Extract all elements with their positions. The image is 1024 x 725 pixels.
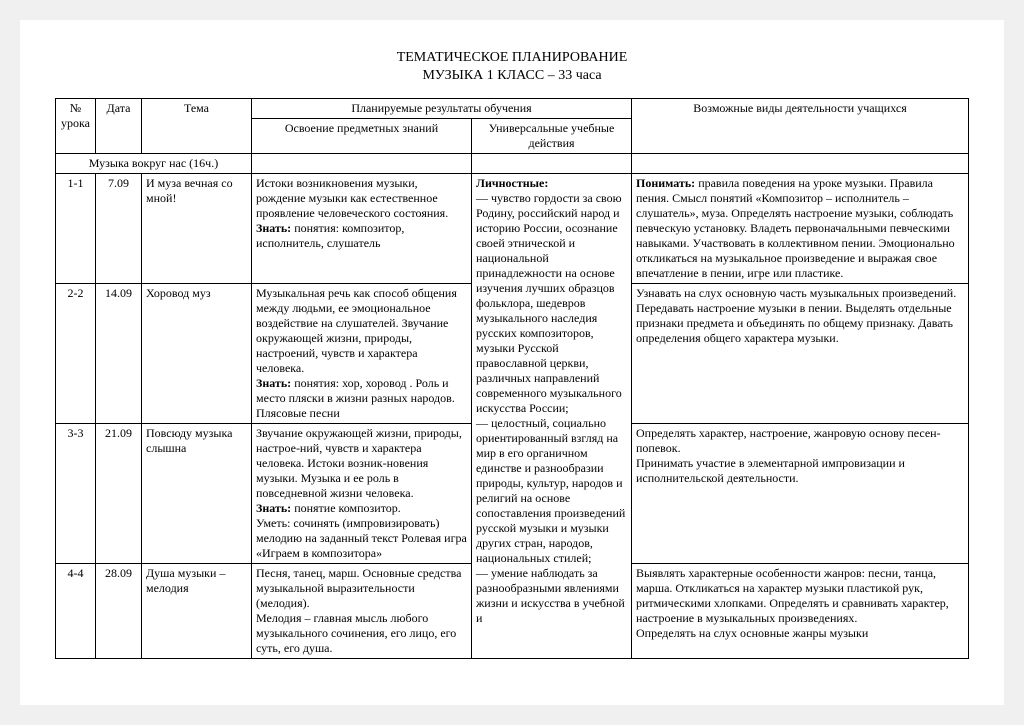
header-activities: Возможные виды деятельности учащихся xyxy=(632,99,969,154)
cell-subject: Истоки возникновения музыки, рождение му… xyxy=(252,174,472,284)
cell-activities: Определять характер, настроение, жанрову… xyxy=(632,424,969,564)
section-row: Музыка вокруг нас (16ч.) xyxy=(56,154,969,174)
cell-subject: Песня, танец, марш. Основные средства му… xyxy=(252,564,472,659)
subject-plain: Музыкальная речь как способ общения межд… xyxy=(256,286,457,375)
cell-theme: Душа музыки – мелодия xyxy=(142,564,252,659)
header-date: Дата xyxy=(96,99,142,154)
cell-date: 28.09 xyxy=(96,564,142,659)
uud-personal-label: Личностные: xyxy=(476,176,548,190)
activities-text: Определять характер, настроение, жанрову… xyxy=(636,426,941,485)
page-subtitle: МУЗЫКА 1 КЛАСС – 33 часа xyxy=(55,68,969,84)
activities-text: правила поведения на уроке музыки. Прави… xyxy=(636,176,955,280)
cell-theme: И муза вечная со мной! xyxy=(142,174,252,284)
section-empty-3 xyxy=(632,154,969,174)
cell-activities: Узнавать на слух основную часть музыкаль… xyxy=(632,284,969,424)
cell-num: 3-3 xyxy=(56,424,96,564)
cell-activities: Понимать: правила поведения на уроке муз… xyxy=(632,174,969,284)
planning-table: № урока Дата Тема Планируемые результаты… xyxy=(55,98,969,659)
document-page: ТЕМАТИЧЕСКОЕ ПЛАНИРОВАНИЕ МУЗЫКА 1 КЛАСС… xyxy=(20,20,1004,705)
cell-subject: Музыкальная речь как способ общения межд… xyxy=(252,284,472,424)
subject-know-label: Знать: xyxy=(256,501,291,515)
cell-num: 4-4 xyxy=(56,564,96,659)
cell-theme: Хоровод муз xyxy=(142,284,252,424)
header-num: № урока xyxy=(56,99,96,154)
cell-uud: Личностные: — чувство гордости за свою Р… xyxy=(472,174,632,659)
subject-know-label: Знать: xyxy=(256,376,291,390)
cell-date: 7.09 xyxy=(96,174,142,284)
header-theme: Тема xyxy=(142,99,252,154)
activities-label: Понимать: xyxy=(636,176,695,190)
section-empty-2 xyxy=(472,154,632,174)
header-subject: Освоение предметных знаний xyxy=(252,119,472,154)
table-row: 1-1 7.09 И муза вечная со мной! Истоки в… xyxy=(56,174,969,284)
uud-personal-text: — чувство гордости за свою Родину, росси… xyxy=(476,191,625,625)
subject-plain: Песня, танец, марш. Основные средства му… xyxy=(256,566,461,655)
cell-activities: Выявлять характерные особенности жанров:… xyxy=(632,564,969,659)
page-title: ТЕМАТИЧЕСКОЕ ПЛАНИРОВАНИЕ xyxy=(55,50,969,66)
cell-date: 21.09 xyxy=(96,424,142,564)
activities-text: Выявлять характерные особенности жанров:… xyxy=(636,566,949,640)
cell-subject: Звучание окружающей жизни, природы, наст… xyxy=(252,424,472,564)
section-title: Музыка вокруг нас (16ч.) xyxy=(56,154,252,174)
cell-theme: Повсюду музыка слышна xyxy=(142,424,252,564)
activities-text: Узнавать на слух основную часть музыкаль… xyxy=(636,286,956,345)
header-row-1: № урока Дата Тема Планируемые результаты… xyxy=(56,99,969,119)
subject-plain: Звучание окружающей жизни, природы, наст… xyxy=(256,426,462,500)
header-results: Планируемые результаты обучения xyxy=(252,99,632,119)
cell-date: 14.09 xyxy=(96,284,142,424)
subject-know-label: Знать: xyxy=(256,221,291,235)
header-uud: Универсальные учебные действия xyxy=(472,119,632,154)
cell-num: 1-1 xyxy=(56,174,96,284)
subject-plain: Истоки возникновения музыки, рождение му… xyxy=(256,176,448,220)
section-empty-1 xyxy=(252,154,472,174)
cell-num: 2-2 xyxy=(56,284,96,424)
